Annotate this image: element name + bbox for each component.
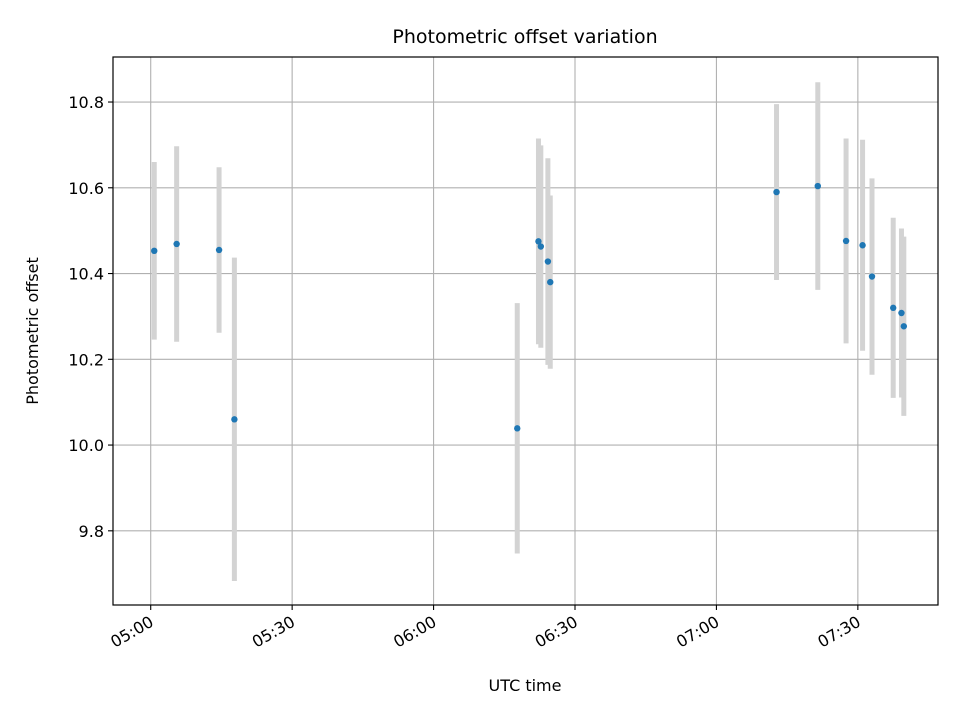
y-tick-label: 10.6 [68, 179, 104, 198]
data-point [514, 425, 521, 432]
data-point [537, 243, 545, 250]
chart-title: Photometric offset variation [392, 26, 657, 48]
y-tick-label: 10.2 [68, 350, 104, 369]
data-point [547, 278, 554, 286]
data-point [231, 416, 238, 423]
data-point [814, 182, 821, 190]
y-tick-label: 10.4 [68, 265, 104, 284]
data-point [151, 247, 158, 255]
data-point [842, 237, 850, 245]
data-point [898, 309, 905, 317]
data-point [544, 258, 552, 265]
data-point [215, 246, 223, 254]
grid-layer [113, 57, 938, 605]
data-point [173, 240, 180, 248]
data-point [900, 323, 908, 330]
y-tick-label: 10.8 [68, 93, 104, 112]
data-point [890, 304, 897, 312]
data-point [868, 273, 876, 280]
plot-frame [112, 56, 939, 606]
point-layer [151, 182, 908, 432]
y-axis-label: Photometric offset [23, 257, 42, 405]
y-tick-label: 10.0 [68, 436, 104, 455]
x-axis-label: UTC time [489, 676, 562, 695]
y-tick-label: 9.8 [79, 522, 104, 541]
data-point [535, 238, 542, 245]
data-point [859, 242, 866, 249]
data-point [773, 188, 780, 196]
